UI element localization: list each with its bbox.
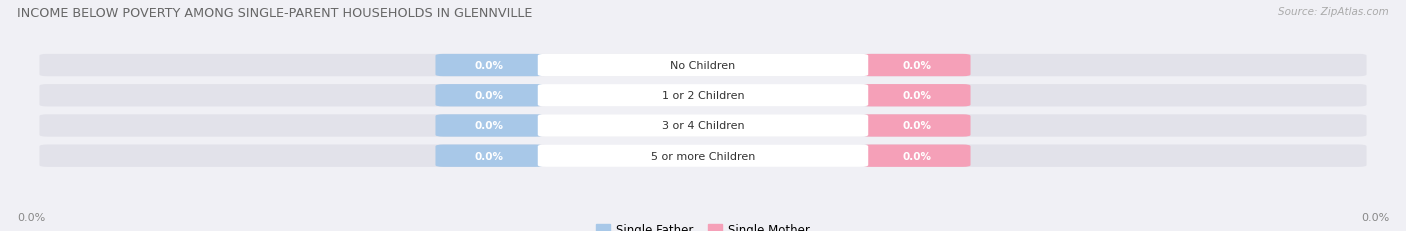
FancyBboxPatch shape	[863, 55, 970, 77]
Text: 1 or 2 Children: 1 or 2 Children	[662, 91, 744, 101]
FancyBboxPatch shape	[436, 115, 543, 137]
FancyBboxPatch shape	[537, 85, 869, 107]
Text: Source: ZipAtlas.com: Source: ZipAtlas.com	[1278, 7, 1389, 17]
FancyBboxPatch shape	[537, 55, 869, 77]
FancyBboxPatch shape	[436, 55, 543, 77]
FancyBboxPatch shape	[39, 85, 1367, 107]
Text: 0.0%: 0.0%	[1361, 212, 1389, 222]
Text: 0.0%: 0.0%	[475, 61, 503, 71]
Text: No Children: No Children	[671, 61, 735, 71]
FancyBboxPatch shape	[537, 145, 869, 167]
Text: 0.0%: 0.0%	[903, 151, 931, 161]
Legend: Single Father, Single Mother: Single Father, Single Mother	[592, 219, 814, 231]
Text: 5 or more Children: 5 or more Children	[651, 151, 755, 161]
FancyBboxPatch shape	[39, 115, 1367, 137]
FancyBboxPatch shape	[436, 145, 543, 167]
Text: 0.0%: 0.0%	[17, 212, 45, 222]
Text: 0.0%: 0.0%	[475, 121, 503, 131]
FancyBboxPatch shape	[863, 115, 970, 137]
FancyBboxPatch shape	[39, 145, 1367, 167]
Text: 0.0%: 0.0%	[475, 91, 503, 101]
FancyBboxPatch shape	[537, 115, 869, 137]
FancyBboxPatch shape	[863, 145, 970, 167]
Text: 0.0%: 0.0%	[903, 91, 931, 101]
Text: INCOME BELOW POVERTY AMONG SINGLE-PARENT HOUSEHOLDS IN GLENNVILLE: INCOME BELOW POVERTY AMONG SINGLE-PARENT…	[17, 7, 533, 20]
Text: 0.0%: 0.0%	[475, 151, 503, 161]
FancyBboxPatch shape	[436, 85, 543, 107]
Text: 3 or 4 Children: 3 or 4 Children	[662, 121, 744, 131]
FancyBboxPatch shape	[39, 55, 1367, 77]
Text: 0.0%: 0.0%	[903, 121, 931, 131]
Text: 0.0%: 0.0%	[903, 61, 931, 71]
FancyBboxPatch shape	[863, 85, 970, 107]
